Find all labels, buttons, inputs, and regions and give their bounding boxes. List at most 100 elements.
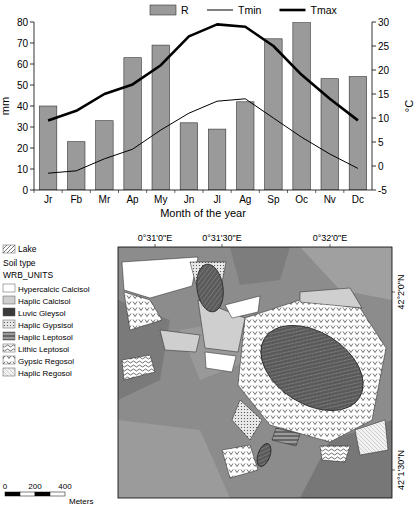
x-tick-label: Ag [239,194,251,205]
y2-tick [372,118,376,119]
legend-subtitle: WRB_UNITS [3,270,53,280]
x-tick [203,190,204,193]
y2-tick-label: 20 [378,65,390,76]
lat-tick [392,292,395,293]
x-tick-label: Dc [352,194,364,205]
bar [124,58,141,190]
soil-unit [122,257,198,298]
soil-unit [122,355,155,380]
y2-tick [372,166,376,167]
x-tick [146,190,147,193]
y2-tick-label: 5 [378,137,384,148]
soil-unit [300,288,362,308]
x-tick [62,190,63,193]
x-tick [287,190,288,193]
y2-tick [372,142,376,143]
legend-swatch [3,308,15,316]
y-tick-label: 10 [17,164,29,175]
map-legend: Lake Soil type WRB_UNITS Hypercalcic Calcis… [3,244,90,378]
bar [180,123,197,190]
lat-label: 42°1'30"N [396,450,406,490]
legend-swatch [150,5,176,15]
legend-title: Soil type [3,258,36,268]
y-tick [30,127,34,128]
y-tick [30,106,34,107]
legend-swatch [3,284,15,292]
y2-axis-title: °C [403,100,415,112]
y2-tick [372,46,376,47]
lat-label: 42°2'0"N [396,274,406,309]
x-tick [34,190,35,193]
legend-swatch [3,296,15,304]
terrain-patch [230,247,290,285]
lake [194,262,226,313]
y-tick-label: 80 [17,17,29,28]
x-tick-label: Mr [99,194,111,205]
y2-tick-label: 30 [378,17,390,28]
legend-swatch [3,356,15,364]
y-tick [30,43,34,44]
lon-tick [155,244,156,247]
line [48,24,358,120]
soil-unit [225,296,260,318]
marks [39,22,366,190]
bar [293,22,310,190]
legend-label: Tmax [310,4,337,16]
x-tick-label: Jl [213,194,220,205]
soil-unit [320,446,350,462]
bar [321,79,338,190]
legend-label: Haplic Calcisol [18,297,71,306]
y2-tick [372,94,376,95]
line [48,99,358,173]
bar [237,102,254,190]
x-tick [315,190,316,193]
legend-label: R [181,4,189,16]
y2-tick-label: 0 [378,161,384,172]
legend-label: Tmin [238,4,261,16]
legend-label: Hypercalcic Calcisol [18,285,90,294]
y-tick-label: 30 [17,122,29,133]
satellite-background [118,247,392,498]
terrain-patch [118,420,230,498]
scale-label: 200 [28,482,42,491]
map-content [118,247,392,498]
bar [349,77,366,190]
legend-label: Haplic Regosol [18,369,72,378]
soil-unit [355,420,388,455]
scale-label: 400 [58,482,72,491]
x-tick-label: Ap [126,194,139,205]
x-tick [231,190,232,193]
legend-swatch [3,368,15,376]
y-axis-title: mm [0,97,11,115]
y-tick-label: 40 [17,101,29,112]
legend-label: Lithic Leptosol [18,345,69,354]
legend-label: Lake [18,244,37,254]
legend-swatch [3,344,15,352]
y2-tick-label: 25 [378,41,390,52]
soil-unit [205,352,236,372]
bar [152,45,169,190]
legend-swatch [3,332,15,340]
bar [96,121,113,190]
x-tick [174,190,175,193]
legend-label: Gypsic Regosol [18,357,74,366]
x-tick-label: Sp [267,194,280,205]
y-tick-label: 60 [17,59,29,70]
lat-tick [392,470,395,471]
lon-label: 0°31'0"E [138,233,173,243]
y-tick [30,190,34,191]
scale-segment [5,492,20,496]
scale-segment [20,492,35,496]
x-tick-label: Oc [295,194,308,205]
x-tick [90,190,91,193]
scale-unit: Meters [69,497,93,506]
legend: R Tmin Tmax [150,4,337,16]
y2-tick-label: -5 [378,185,387,196]
legend-label: Haplic Leptosol [18,333,73,342]
y-tick-label: 50 [17,80,29,91]
y-tick [30,148,34,149]
lon-label: 0°32'0"E [313,233,348,243]
map-frame [118,247,392,498]
soil-unit [222,445,258,478]
x-tick [118,190,119,193]
